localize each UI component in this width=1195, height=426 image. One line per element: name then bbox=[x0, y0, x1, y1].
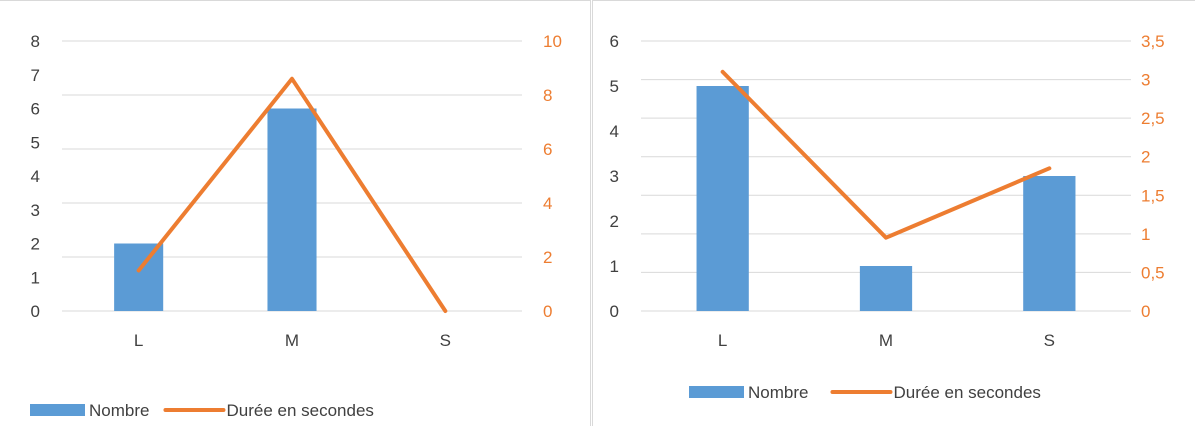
bar-l bbox=[114, 244, 163, 312]
left-axis-tick-label: 4 bbox=[31, 167, 40, 186]
left-axis-tick-label: 1 bbox=[31, 268, 40, 287]
right-axis-tick-label: 0 bbox=[1141, 302, 1150, 321]
left-axis-tick-label: 6 bbox=[610, 32, 619, 51]
x-axis-tick-label: M bbox=[285, 331, 299, 350]
left-axis-tick-label: 3 bbox=[31, 201, 40, 220]
right-axis-tick-label: 10 bbox=[543, 32, 562, 51]
legend-swatch-nombre bbox=[689, 386, 744, 398]
right-axis-tick-label: 3 bbox=[1141, 71, 1150, 90]
left-axis-tick-label: 5 bbox=[31, 133, 40, 152]
legend-label-nombre: Nombre bbox=[89, 401, 149, 420]
left-axis-tick-label: 3 bbox=[610, 167, 619, 186]
bar-m bbox=[267, 109, 316, 312]
right-axis-tick-label: 4 bbox=[543, 194, 552, 213]
bar-s bbox=[1023, 176, 1075, 311]
combo-chart-left: 0 1 2 3 4 5 6 7 8 0 2 4 6 8 10 L M S Nombre Durée en second… bbox=[0, 1, 590, 426]
x-axis-tick-label: S bbox=[1044, 331, 1055, 350]
combo-chart-right: 0 1 2 3 4 5 6 0 0,5 1 1,5 2 2,5 3 3,5 L M S Nombre Durée en… bbox=[593, 1, 1195, 426]
duree-line bbox=[723, 72, 1050, 238]
left-axis-tick-label: 0 bbox=[31, 302, 40, 321]
right-axis-tick-label: 2 bbox=[543, 248, 552, 267]
chart-panel-left: 0 1 2 3 4 5 6 7 8 0 2 4 6 8 10 L M S Nombre Durée en second… bbox=[0, 0, 591, 426]
x-axis-tick-label: L bbox=[718, 331, 727, 350]
left-axis-tick-label: 5 bbox=[610, 77, 619, 96]
left-axis-tick-label: 6 bbox=[31, 100, 40, 119]
legend-label-duree: Durée en secondes bbox=[893, 383, 1040, 402]
right-axis-tick-label: 0,5 bbox=[1141, 263, 1165, 282]
left-axis-tick-label: 2 bbox=[31, 235, 40, 254]
bar-m bbox=[860, 266, 912, 311]
right-axis-tick-label: 6 bbox=[543, 140, 552, 159]
chart-panel-right: 0 1 2 3 4 5 6 0 0,5 1 1,5 2 2,5 3 3,5 L M S Nombre Durée en… bbox=[592, 0, 1195, 426]
right-axis-tick-label: 1 bbox=[1141, 225, 1150, 244]
right-axis-tick-label: 2,5 bbox=[1141, 109, 1165, 128]
right-axis-tick-label: 0 bbox=[543, 302, 552, 321]
x-axis-tick-label: M bbox=[879, 331, 893, 350]
legend-label-duree: Durée en secondes bbox=[226, 401, 373, 420]
legend-swatch-nombre bbox=[30, 404, 85, 416]
left-axis-tick-label: 0 bbox=[610, 302, 619, 321]
x-axis-tick-label: L bbox=[134, 331, 143, 350]
left-axis-tick-label: 4 bbox=[610, 122, 619, 141]
right-axis-tick-label: 2 bbox=[1141, 148, 1150, 167]
left-axis-tick-label: 8 bbox=[31, 32, 40, 51]
right-axis-tick-label: 8 bbox=[543, 86, 552, 105]
right-axis-tick-label: 3,5 bbox=[1141, 32, 1165, 51]
bar-l bbox=[697, 86, 749, 311]
left-axis-tick-label: 7 bbox=[31, 66, 40, 85]
legend-label-nombre: Nombre bbox=[748, 383, 808, 402]
left-axis-tick-label: 1 bbox=[610, 257, 619, 276]
left-axis-tick-label: 2 bbox=[610, 212, 619, 231]
x-axis-tick-label: S bbox=[440, 331, 451, 350]
right-axis-tick-label: 1,5 bbox=[1141, 186, 1165, 205]
